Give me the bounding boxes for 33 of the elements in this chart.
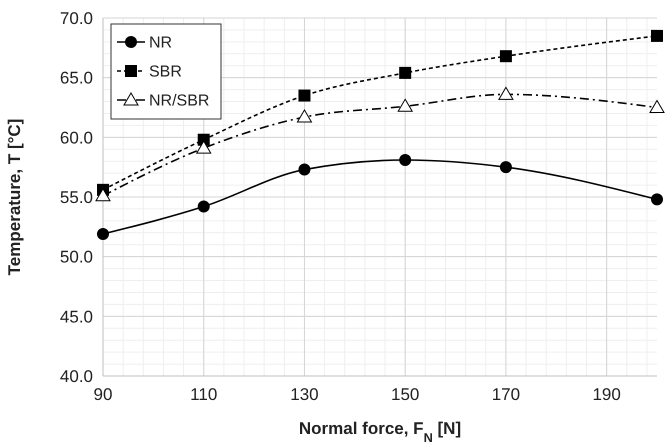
x-tick-label: 90 [94, 385, 112, 404]
point [650, 100, 664, 113]
point [398, 98, 413, 112]
legend-label: NR [149, 34, 172, 52]
y-tick-label: 40.0 [60, 366, 93, 386]
point [651, 30, 663, 42]
point [498, 86, 514, 100]
point [500, 161, 512, 174]
x-tick-label: 150 [390, 385, 420, 404]
y-tick-label: 45.0 [60, 307, 93, 326]
point [399, 154, 412, 166]
point [500, 50, 512, 62]
x-tick-label: 170 [492, 385, 520, 404]
y-axis-title: Temperature, T [°C] [5, 118, 24, 276]
point [651, 193, 663, 206]
point [198, 200, 210, 213]
point [298, 90, 310, 102]
y-tick-label: 60.0 [60, 128, 93, 148]
point [296, 110, 312, 123]
x-axis-title: Normal force, F$_{N}$ [N] [298, 419, 462, 444]
y-tick-label: 50.0 [60, 248, 93, 267]
legend-label: SBR [149, 64, 182, 81]
point [196, 140, 212, 154]
point [298, 164, 310, 176]
y-tick-label: 70.0 [60, 8, 93, 28]
x-tick-label: 110 [190, 385, 218, 404]
point [97, 228, 109, 240]
y-tick-label: 55.0 [60, 188, 93, 207]
y-tick-label: 65.0 [60, 68, 93, 88]
x-tick-label: 130 [290, 385, 319, 404]
point [399, 66, 412, 79]
legend-label: NR/SBR [149, 92, 210, 110]
x-tick-label: 190 [592, 385, 621, 404]
